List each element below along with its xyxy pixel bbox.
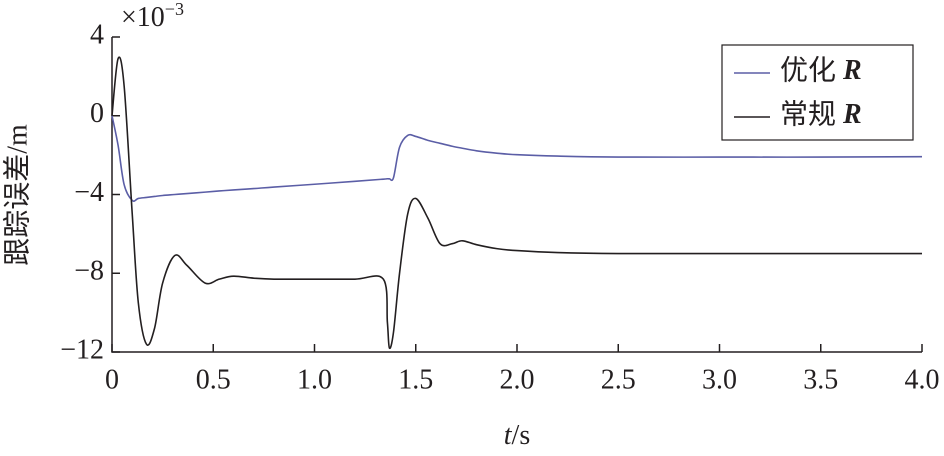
y-axis-label: 跟踪误差/m: [1, 124, 33, 266]
legend-label: 优化 R: [780, 54, 862, 86]
x-tick-label: 1.0: [297, 364, 332, 395]
legend-label: 常规 R: [780, 98, 862, 130]
x-tick-label: 0.5: [196, 364, 231, 395]
x-tick-label: 2.0: [500, 364, 535, 395]
y-multiplier: ×10−3: [121, 0, 184, 33]
x-tick-label: 3.5: [803, 364, 838, 395]
y-tick-label: −4: [74, 177, 104, 208]
series-line: [111, 115, 923, 202]
series-line: [111, 56, 922, 350]
y-tick-label: 4: [90, 19, 104, 50]
legend-label-symbol: R: [842, 55, 862, 86]
x-axis-label: t/s: [504, 420, 530, 451]
y-tick-label: −12: [60, 334, 104, 365]
legend-label-symbol: R: [842, 99, 862, 130]
x-tick-label: 1.5: [398, 364, 433, 395]
x-tick-label: 0: [105, 364, 119, 395]
x-tick-label: 3.0: [702, 364, 737, 395]
y-tick-label: −8: [74, 256, 104, 287]
y-tick-label: 0: [90, 98, 104, 129]
x-tick-label: 4.0: [905, 364, 940, 395]
x-tick-label: 2.5: [601, 364, 636, 395]
legend-box: [721, 44, 914, 141]
